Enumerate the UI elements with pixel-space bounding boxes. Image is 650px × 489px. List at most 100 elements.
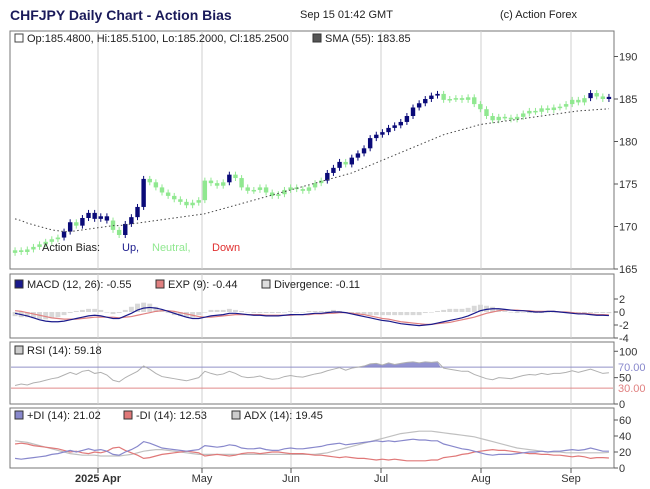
divergence-bar [441,309,447,312]
divergence-bar [330,309,336,312]
rsi-overbought-area [360,361,441,368]
divergence-bar [606,312,612,314]
exp-legend-swatch [155,279,165,289]
divergence-bar [465,307,471,312]
candle-body [184,201,189,206]
dmi-panel [9,407,615,469]
candle-body [49,239,54,242]
rsi-line [14,361,609,387]
candle-body [453,98,459,100]
candle-body [221,182,226,186]
candle-body [74,222,79,226]
divergence-bar [318,310,324,312]
candle-body [31,246,36,250]
candle-body [18,250,24,252]
candle-body [551,107,557,111]
candle-body [227,174,232,183]
divergence-bar [428,312,434,313]
candle-body [496,116,501,121]
divergence-bar [435,310,440,312]
divergence-bar [190,312,196,318]
divergence-bar [551,312,557,313]
candle-body [374,134,379,139]
candle-body [576,99,581,103]
divergence-bar [269,312,275,314]
divergence-legend: Divergence: -0.11 [274,279,360,291]
di-plus-legend: +DI (14): 21.02 [27,410,101,422]
divergence-bar [67,312,73,314]
rsi-legend-swatch [14,345,24,355]
candle-body [349,157,354,165]
macd-y-tick-label: 2 [619,294,625,306]
x-axis-label: Sep [561,473,581,485]
candle-body [459,98,465,100]
copyright-label: (c) Action Forex [500,9,578,21]
rsi-y-tick-label: 0 [619,399,625,411]
candle-body [343,161,348,165]
divergence-bar [404,312,410,316]
divergence-bar [245,312,251,313]
di-plus-line [14,438,609,460]
candle-body [282,189,287,195]
divergence-bar [490,306,496,312]
divergence-bar [392,312,398,316]
candle-body [135,206,140,218]
divergence-bar [582,312,587,314]
candle-body [472,97,477,105]
divergence-bar [61,312,67,316]
divergence-bar [588,312,594,314]
divergence-bar [526,312,532,314]
divergence-bar [208,309,214,312]
candle-body [288,187,293,190]
candle-body [257,187,263,190]
candle-body [337,161,342,168]
candle-body [331,167,336,173]
divergence-bar [257,312,263,314]
di-minus-line [14,442,609,462]
ohlc-legend-swatch [14,33,24,43]
macd-panel [9,273,615,339]
divergence-bar [600,312,606,314]
divergence-bar [153,306,159,312]
rsi-30-label: 30.00 [618,383,646,395]
candle-body [398,121,403,126]
candle-body [67,222,73,232]
price-y-tick-label: 190 [619,52,637,64]
rsi-70-label: 70.00 [618,362,646,374]
bias-legend-label: Action Bias: [42,242,100,254]
divergence-bar [30,312,36,319]
divergence-bar [86,308,91,312]
divergence-bar [545,312,551,313]
candle-body [306,187,312,191]
divergence-bar [263,312,269,314]
candle-body [441,93,446,100]
chart-header: CHFJPY Daily Chart - Action Bias Sep 15 … [0,0,650,28]
divergence-bar [422,312,428,314]
candle-body [80,218,85,226]
divergence-bar [471,305,477,312]
dmi-y-tick-label: 60 [619,415,631,427]
macd-legend-swatch [14,279,24,289]
candle-body [86,212,91,218]
divergence-bar [373,312,379,316]
divergence-bar [447,308,453,312]
candle-body [484,109,489,116]
candle-body [478,104,483,110]
divergence-bar [459,308,465,312]
candle-body [563,104,569,107]
candle-body [521,113,526,117]
divergence-bar [300,312,306,313]
candle-body [61,231,67,238]
candle-body [104,216,110,221]
divergence-bar [202,312,208,313]
candle-body [43,241,48,245]
divergence-bar [251,312,257,314]
candle-body [208,180,214,184]
divergence-bar [410,312,416,316]
ohlc-legend: Op:185.4800, Hi:185.5100, Lo:185.2000, C… [27,33,289,45]
divergence-bar [73,310,79,312]
candle-body [386,127,391,133]
divergence-bar [453,308,459,312]
candle-body [435,93,440,96]
